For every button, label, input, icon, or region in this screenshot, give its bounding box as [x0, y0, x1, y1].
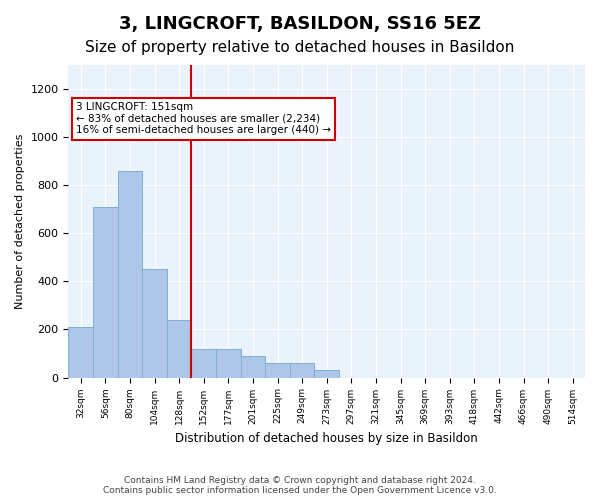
Bar: [314, 370, 339, 378]
Y-axis label: Number of detached properties: Number of detached properties: [15, 134, 25, 309]
Bar: [241, 356, 265, 378]
X-axis label: Distribution of detached houses by size in Basildon: Distribution of detached houses by size …: [175, 432, 478, 445]
Text: 3, LINGCROFT, BASILDON, SS16 5EZ: 3, LINGCROFT, BASILDON, SS16 5EZ: [119, 15, 481, 33]
Bar: [191, 348, 216, 378]
Bar: [290, 363, 314, 378]
Bar: [167, 320, 191, 378]
Bar: [265, 363, 290, 378]
Text: Contains HM Land Registry data © Crown copyright and database right 2024.
Contai: Contains HM Land Registry data © Crown c…: [103, 476, 497, 495]
Bar: [68, 327, 93, 378]
Bar: [142, 270, 167, 378]
Text: Size of property relative to detached houses in Basildon: Size of property relative to detached ho…: [85, 40, 515, 55]
Bar: [93, 207, 118, 378]
Bar: [118, 171, 142, 378]
Text: 3 LINGCROFT: 151sqm
← 83% of detached houses are smaller (2,234)
16% of semi-det: 3 LINGCROFT: 151sqm ← 83% of detached ho…: [76, 102, 331, 136]
Bar: [216, 348, 241, 378]
